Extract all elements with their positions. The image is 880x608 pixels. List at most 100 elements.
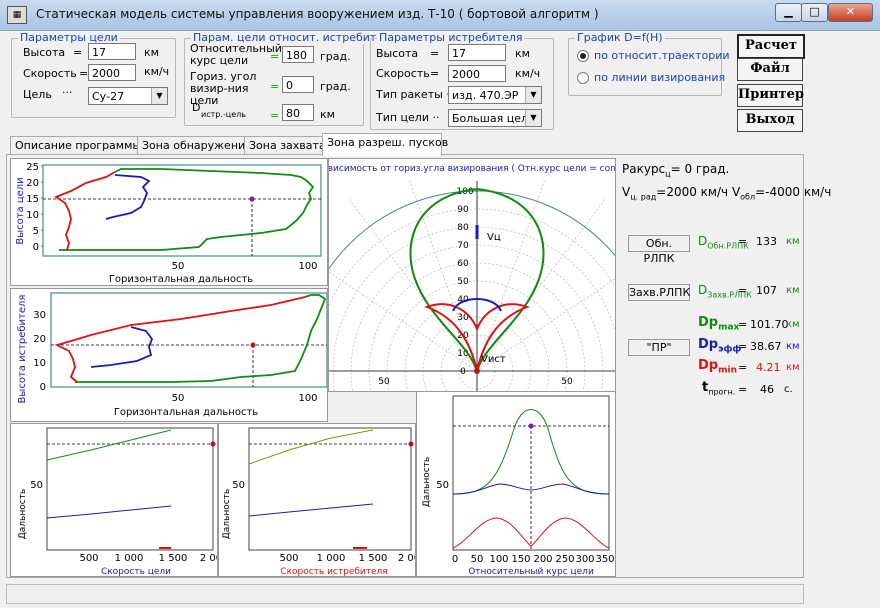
relative-course-chart-panel: 50 Дальность 0 50 100 150 200 250 300 35… [416, 391, 616, 577]
series-green [452, 409, 610, 495]
tab-detection-zone[interactable]: Зона обнаружения [137, 136, 252, 155]
detection-distance-value: 133 [756, 235, 777, 248]
exit-button[interactable]: Выход [737, 109, 803, 132]
r-tick-label: 70 [457, 241, 469, 251]
current-point-marker [408, 441, 414, 447]
series-blue [452, 483, 610, 495]
x-tick-label: 100 [298, 393, 317, 404]
radio-relative-trajectory[interactable] [577, 50, 589, 62]
x-tick-label: 200 [533, 554, 552, 565]
relative-params-title: Парам. цели относит. истребит. [191, 31, 382, 44]
r-tick-label: 80 [457, 223, 469, 233]
fighter-altitude-chart: 0 10 20 30 50 100 Горизонтальная дальнос… [17, 292, 328, 418]
radio-sight-line[interactable] [577, 72, 589, 84]
series-green [46, 429, 172, 461]
app-icon[interactable]: ▦ [7, 6, 27, 24]
dp-eff-value: 38.67 [750, 340, 782, 353]
horiz-angle-input[interactable]: 0 [282, 76, 314, 93]
horiz-angle-label: Гориз. угол визир-ния цели [190, 70, 257, 107]
aspect-label: Ракурс [622, 162, 666, 176]
printer-button[interactable]: Принтер [737, 84, 804, 107]
polar-chart-panel: Зависимость от гориз.угла визирования ( … [296, 158, 658, 552]
horiz-angle-unit: град. [320, 80, 351, 93]
fighter-speed-label: Скорость [376, 67, 430, 80]
fighter-speed-input[interactable]: 2000 [448, 65, 506, 82]
capture-distance-value: 107 [756, 284, 777, 297]
fighter-target-type-label: Тип цели ·· [376, 111, 440, 124]
y-axis-label: Высота цели [15, 177, 26, 244]
x-tick-label: 300 [575, 554, 594, 565]
calc-button[interactable]: Расчет [737, 34, 805, 59]
distance-sub: истр.-цель [201, 110, 246, 119]
target-params-group: Параметры цели [11, 31, 176, 118]
target-speed-label: Скорость [23, 67, 77, 80]
close-icon[interactable]: ✕ [828, 3, 873, 22]
tab-description[interactable]: Описание программы [10, 136, 142, 155]
target-type-label: Цель [23, 88, 52, 101]
tab-capture-zone[interactable]: Зона захвата [244, 136, 326, 155]
x-tick-label: 50 [172, 261, 185, 272]
target-speed-input[interactable]: 2000 [88, 64, 136, 81]
target-speed-chart-panel: 50 Дальность 500 1 000 1 500 2 00 Скорос… [10, 423, 222, 577]
file-button[interactable]: Файл [737, 58, 803, 81]
series-green [59, 168, 315, 251]
relative-course-input[interactable]: 180 [282, 46, 314, 63]
fighter-target-type-select[interactable]: Большая цель ▼ [448, 109, 542, 127]
y-axis-label: Дальность [222, 489, 232, 540]
target-speed-unit: км/ч [144, 65, 170, 78]
x-tick-label: 50 [172, 393, 185, 404]
x-tick-label: 1 000 [115, 553, 144, 564]
minimize-icon[interactable]: ▁ [775, 3, 802, 22]
series-red [424, 303, 530, 372]
capture-radar-button[interactable]: Захв.РЛПК [628, 284, 691, 301]
x-axis-label: Горизонтальная дальность [114, 407, 258, 418]
fighter-altitude-label: Высота [376, 47, 419, 60]
r-tick-label: 30 [457, 313, 469, 323]
series-green [75, 294, 327, 383]
r-tick-label: 0 [460, 367, 466, 377]
fighter-speed-unit: км/ч [515, 67, 541, 80]
x-tick-label: 2 00 [398, 553, 415, 564]
launch-button[interactable]: "ПР" [628, 339, 690, 356]
target-altitude-input[interactable]: 17 [88, 43, 136, 60]
title-bar: ▦ Статическая модель системы управления … [0, 0, 880, 31]
target-altitude-chart: 0 5 10 15 20 25 50 100 Горизонтальная да… [15, 162, 322, 285]
x-tick-label: 0 [452, 554, 458, 565]
origin-marker [474, 368, 480, 374]
radio-sight-line-label[interactable]: по линии визирования [594, 71, 726, 84]
chevron-down-icon[interactable]: ▼ [151, 88, 167, 104]
radio-relative-trajectory-label[interactable]: по относит.траектории [594, 49, 730, 62]
x-tick-label: 150 [511, 554, 530, 565]
distance-unit: км [320, 108, 335, 121]
x-tick-label: 350 [595, 554, 614, 565]
y-tick-label: 10 [26, 210, 39, 221]
y-tick-label: 20 [26, 178, 39, 189]
tab-panel: 0 5 10 15 20 25 50 100 Горизонтальная да… [6, 154, 831, 578]
y-tick-label: 0 [33, 242, 39, 253]
x-tick-label: 500 [79, 553, 98, 564]
fighter-speed-chart: 50 Дальность 500 1 000 1 500 2 00 Скорос… [222, 427, 420, 577]
chevron-down-icon[interactable]: ▼ [525, 110, 541, 126]
fighter-altitude-input[interactable]: 17 [448, 44, 506, 61]
maximize-icon[interactable]: □ [801, 3, 828, 22]
graph-mode-group: График D=f(H) [568, 31, 722, 96]
y-tick-label: 50 [232, 480, 245, 491]
target-altitude-unit: км [144, 46, 159, 59]
distance-input[interactable]: 80 [282, 104, 314, 121]
x-tick-label: 1 500 [359, 553, 388, 564]
x-axis-label: Горизонтальная дальность [109, 274, 253, 285]
target-select[interactable]: Су-27 ▼ [88, 87, 168, 105]
relative-course-unit: град. [320, 50, 351, 63]
x-tick-label: 100 [489, 554, 508, 565]
tab-launch-zone[interactable]: Зона разреш. пусков [322, 133, 448, 156]
chevron-down-icon[interactable]: ▼ [525, 87, 541, 103]
x-axis-label: Относительный курс цели [468, 567, 594, 576]
current-point-marker [210, 441, 216, 447]
fighter-altitude-chart-panel: 0 10 20 30 50 100 Горизонтальная дальнос… [10, 288, 328, 422]
r-tick-label: 100 [456, 187, 473, 197]
series-blue [248, 503, 374, 517]
missile-type-select[interactable]: изд. 470.ЭР ▼ [448, 86, 542, 104]
detection-radar-button[interactable]: Обн. РЛПК [628, 235, 690, 265]
fighter-params-group: Параметры истребителя [370, 31, 554, 130]
